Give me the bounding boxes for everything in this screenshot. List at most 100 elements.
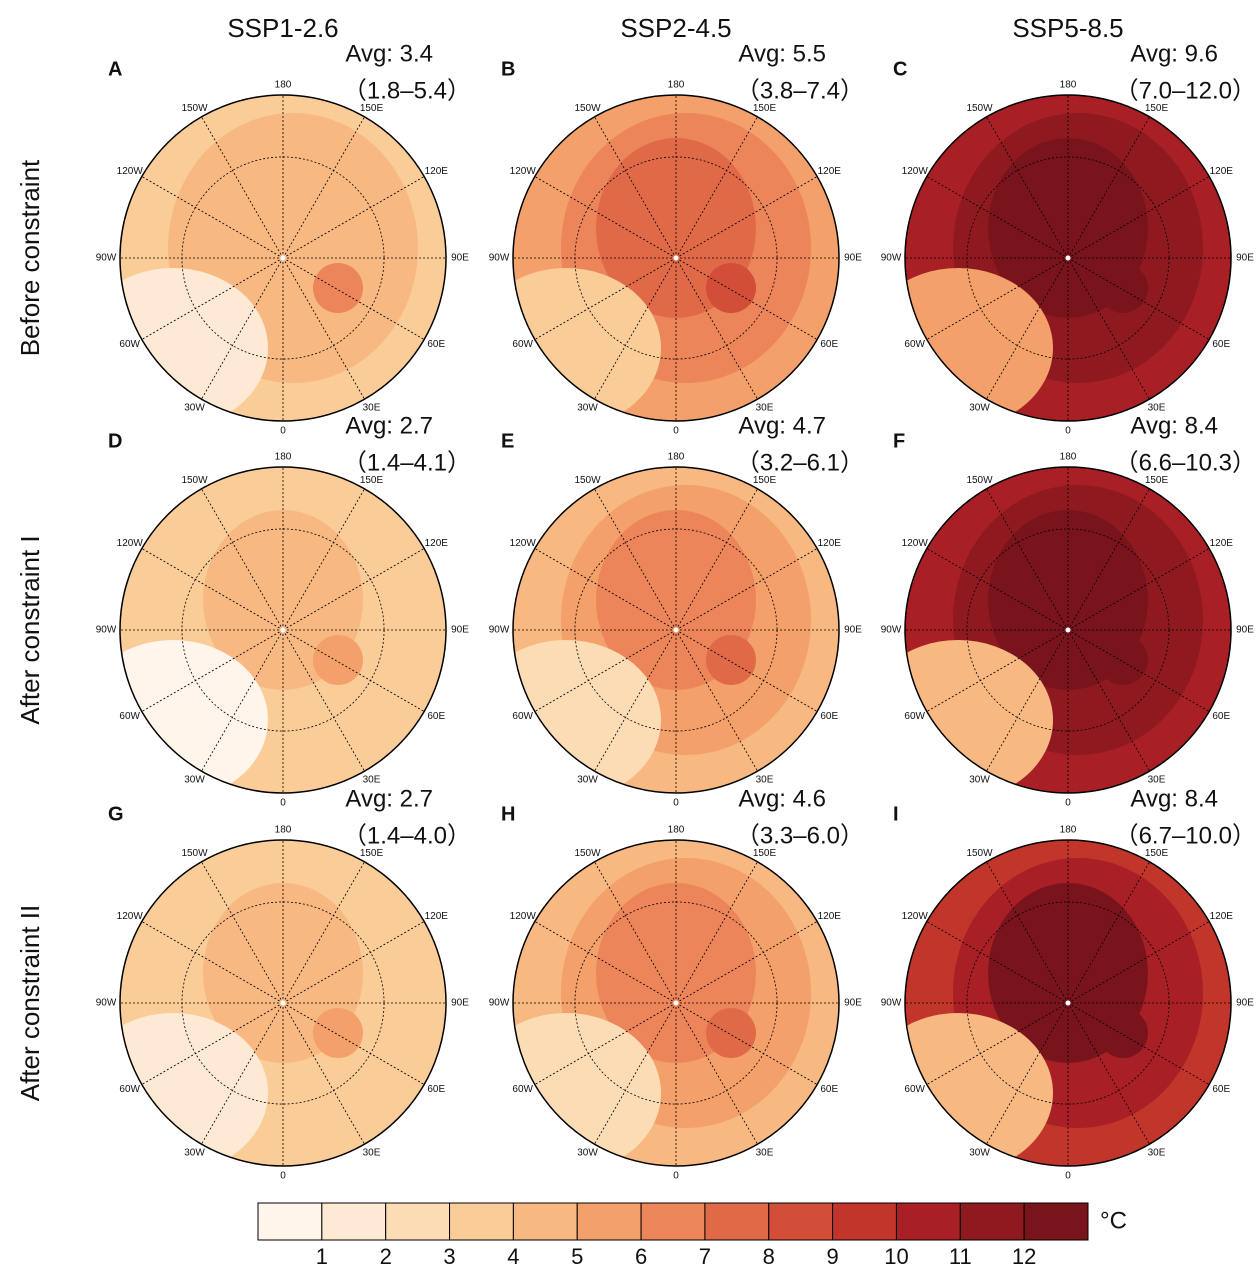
map-border: [512, 839, 840, 1167]
meridian: [1067, 488, 1150, 631]
meridian: [141, 629, 284, 712]
panel-average: Avg: 2.7: [345, 785, 433, 812]
map-panel: 0 30E 60E 90E 120E 150E 180 150W 120W 90W 60W 30W B A…: [489, 40, 864, 436]
longitude-label: 30E: [363, 774, 381, 785]
longitude-label: 120E: [425, 166, 449, 177]
shade-lowleft: [905, 640, 1053, 793]
meridian: [986, 257, 1069, 400]
meridian: [201, 1002, 284, 1145]
longitude-label: 180: [275, 825, 292, 836]
colorbar-box: [768, 1202, 834, 1241]
longitude-label: 90W: [881, 253, 902, 264]
meridian: [675, 629, 758, 772]
colorbar-tick-label: 5: [571, 1244, 583, 1269]
colorbar-tick-label: 9: [826, 1244, 838, 1269]
longitude-label: 150W: [574, 848, 601, 859]
meridian: [282, 548, 425, 631]
map-panel: 0 30E 60E 90E 120E 150E 180 150W 120W 90W 60W 30W C A…: [881, 40, 1256, 436]
colorbar-tick-label: 7: [699, 1244, 711, 1269]
shade-lowleft: [513, 640, 661, 793]
meridian: [986, 116, 1069, 259]
shade-hot: [313, 1008, 363, 1058]
pole-marker: [280, 255, 286, 261]
meridian: [926, 921, 1069, 1004]
longitude-label: 30W: [184, 402, 205, 413]
panel-average: Avg: 5.5: [738, 40, 826, 67]
longitude-label: 30E: [363, 1147, 381, 1158]
longitude-label: 180: [1060, 452, 1077, 463]
colorbar-box: [832, 1202, 897, 1241]
longitude-label: 90W: [96, 253, 117, 264]
longitude-label: 0: [673, 798, 679, 809]
longitude-label: 120W: [510, 911, 537, 922]
longitude-label: 90E: [844, 625, 862, 636]
colorbar-tick-label: 10: [884, 1244, 908, 1269]
map-border: [904, 466, 1232, 794]
longitude-label: 60W: [512, 339, 533, 350]
longitude-label: 180: [1060, 80, 1077, 91]
panel-average: Avg: 4.6: [738, 785, 826, 812]
map-fill: [120, 467, 446, 793]
map-fill: [513, 467, 839, 793]
meridian: [926, 1002, 1069, 1085]
map-fill: [120, 95, 446, 421]
meridian: [201, 257, 284, 400]
meridian: [675, 629, 818, 712]
longitude-label: 150E: [360, 475, 384, 486]
colorbar-tick-label: 11: [949, 1244, 972, 1269]
meridian: [141, 548, 284, 631]
colorbar-unit: °C: [1100, 1207, 1127, 1234]
longitude-label: 90E: [451, 998, 469, 1009]
meridian: [675, 257, 758, 400]
map-fill: [905, 467, 1231, 793]
longitude-label: 120E: [425, 911, 449, 922]
map-border: [512, 94, 840, 422]
panel-average: Avg: 2.7: [345, 412, 433, 439]
colorbar-box: [640, 1202, 706, 1241]
shade-lowleft: [120, 640, 268, 793]
panel-letter: G: [108, 803, 124, 825]
longitude-label: 120E: [1210, 166, 1234, 177]
panel-range: （6.6–10.3）: [1115, 449, 1256, 476]
meridian: [282, 1002, 365, 1145]
meridian: [534, 1002, 677, 1085]
meridian: [1067, 257, 1150, 400]
longitude-label: 60W: [904, 711, 925, 722]
longitude-label: 30E: [1148, 402, 1166, 413]
pole-marker: [673, 627, 679, 633]
longitude-label: 60W: [119, 1084, 140, 1095]
longitude-label: 90E: [1236, 998, 1254, 1009]
longitude-label: 120W: [117, 911, 144, 922]
longitude-label: 180: [668, 825, 685, 836]
longitude-label: 120W: [117, 538, 144, 549]
column-title: SSP2-4.5: [620, 13, 731, 43]
meridian: [201, 861, 284, 1004]
panel-average: Avg: 3.4: [345, 40, 433, 67]
longitude-label: 180: [668, 80, 685, 91]
colorbar-tick-label: 4: [507, 1244, 519, 1269]
longitude-label: 60E: [1212, 339, 1230, 350]
longitude-label: 60E: [820, 711, 838, 722]
longitude-label: 90W: [489, 998, 510, 1009]
meridian: [675, 548, 818, 631]
colorbar-tick-label: 1: [316, 1244, 328, 1269]
longitude-label: 150W: [966, 103, 993, 114]
meridian: [1067, 629, 1150, 772]
longitude-label: 60W: [119, 711, 140, 722]
map-fill: [513, 95, 839, 421]
map-border: [119, 94, 447, 422]
longitude-label: 30E: [756, 1147, 774, 1158]
longitude-label: 90E: [451, 253, 469, 264]
map-fill: [905, 95, 1231, 421]
pole-marker: [280, 1000, 286, 1006]
shade-lowleft: [513, 268, 661, 421]
colorbar-box: [449, 1202, 514, 1241]
meridian: [141, 176, 284, 259]
row-label: Before constraint: [15, 159, 45, 356]
longitude-label: 150E: [360, 103, 384, 114]
pole-marker: [1065, 627, 1071, 633]
colorbar-box: [576, 1202, 642, 1241]
shade-hot: [313, 635, 363, 685]
longitude-label: 0: [1065, 798, 1071, 809]
meridian: [675, 488, 758, 631]
